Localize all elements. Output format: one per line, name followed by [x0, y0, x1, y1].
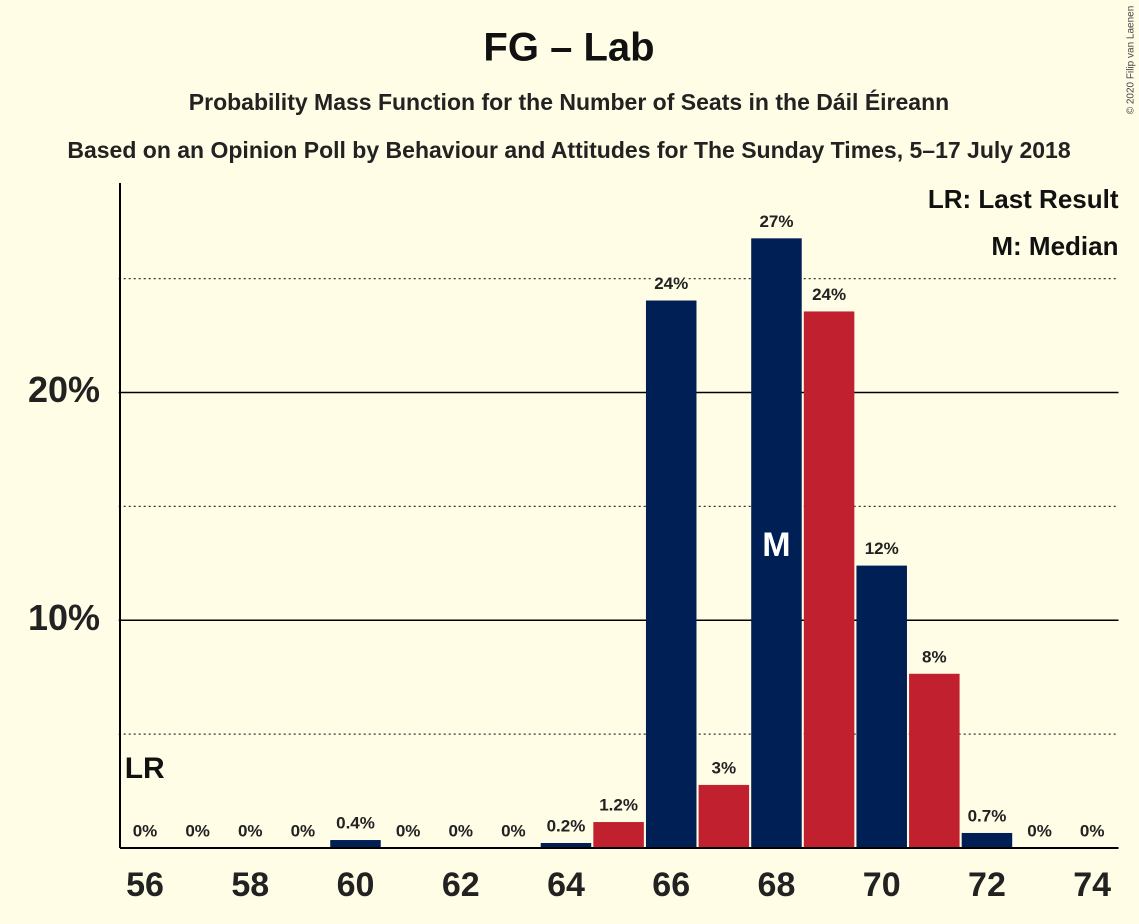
bar — [803, 311, 855, 848]
data-label: 0.7% — [968, 806, 1007, 825]
data-label: 0% — [291, 821, 316, 840]
data-label: 0.2% — [547, 816, 586, 835]
data-label: 1.2% — [599, 796, 638, 815]
data-label: 0% — [185, 821, 210, 840]
x-tick-label: 58 — [231, 866, 269, 904]
copyright: © 2020 Filip van Laenen — [1126, 6, 1137, 115]
data-label: 24% — [654, 274, 688, 293]
data-label: 8% — [922, 647, 947, 666]
data-label: 12% — [865, 539, 899, 558]
median-marker: M — [762, 526, 790, 564]
data-label: 24% — [812, 285, 846, 304]
data-label: 0% — [133, 821, 158, 840]
data-label: 3% — [712, 758, 737, 777]
data-label: 0% — [448, 821, 473, 840]
bar — [593, 822, 644, 848]
chart-title: FG – Lab — [483, 26, 654, 70]
x-tick-label: 56 — [126, 866, 164, 904]
legend-entry: M: Median — [991, 231, 1118, 261]
x-tick-label: 64 — [547, 866, 585, 904]
x-tick-label: 72 — [968, 866, 1006, 904]
data-label: 0% — [1080, 821, 1105, 840]
legend-entry: LR: Last Result — [928, 184, 1119, 214]
x-tick-label: 74 — [1073, 866, 1111, 904]
bar — [698, 784, 750, 848]
bar — [909, 673, 960, 848]
chart-subtitle: Probability Mass Function for the Number… — [189, 88, 949, 115]
data-label: 27% — [759, 212, 793, 231]
data-label: 0% — [501, 821, 526, 840]
last-result-marker: LR — [125, 752, 165, 785]
data-label: 0% — [396, 821, 421, 840]
bar — [540, 842, 592, 848]
x-tick-label: 60 — [337, 866, 375, 904]
y-tick-label: 10% — [28, 597, 100, 638]
chart-caption: Based on an Opinion Poll by Behaviour an… — [67, 137, 1071, 163]
bar — [961, 832, 1013, 848]
data-label: 0.4% — [336, 814, 375, 833]
x-tick-label: 68 — [758, 866, 796, 904]
x-tick-label: 70 — [863, 866, 901, 904]
bar — [330, 840, 381, 848]
bar — [751, 238, 802, 848]
data-label: 0% — [1027, 821, 1052, 840]
x-tick-label: 62 — [442, 866, 480, 904]
data-label: 0% — [238, 821, 263, 840]
bar — [856, 565, 907, 848]
x-tick-label: 66 — [652, 866, 690, 904]
bar — [645, 300, 697, 849]
y-tick-label: 20% — [28, 369, 100, 410]
